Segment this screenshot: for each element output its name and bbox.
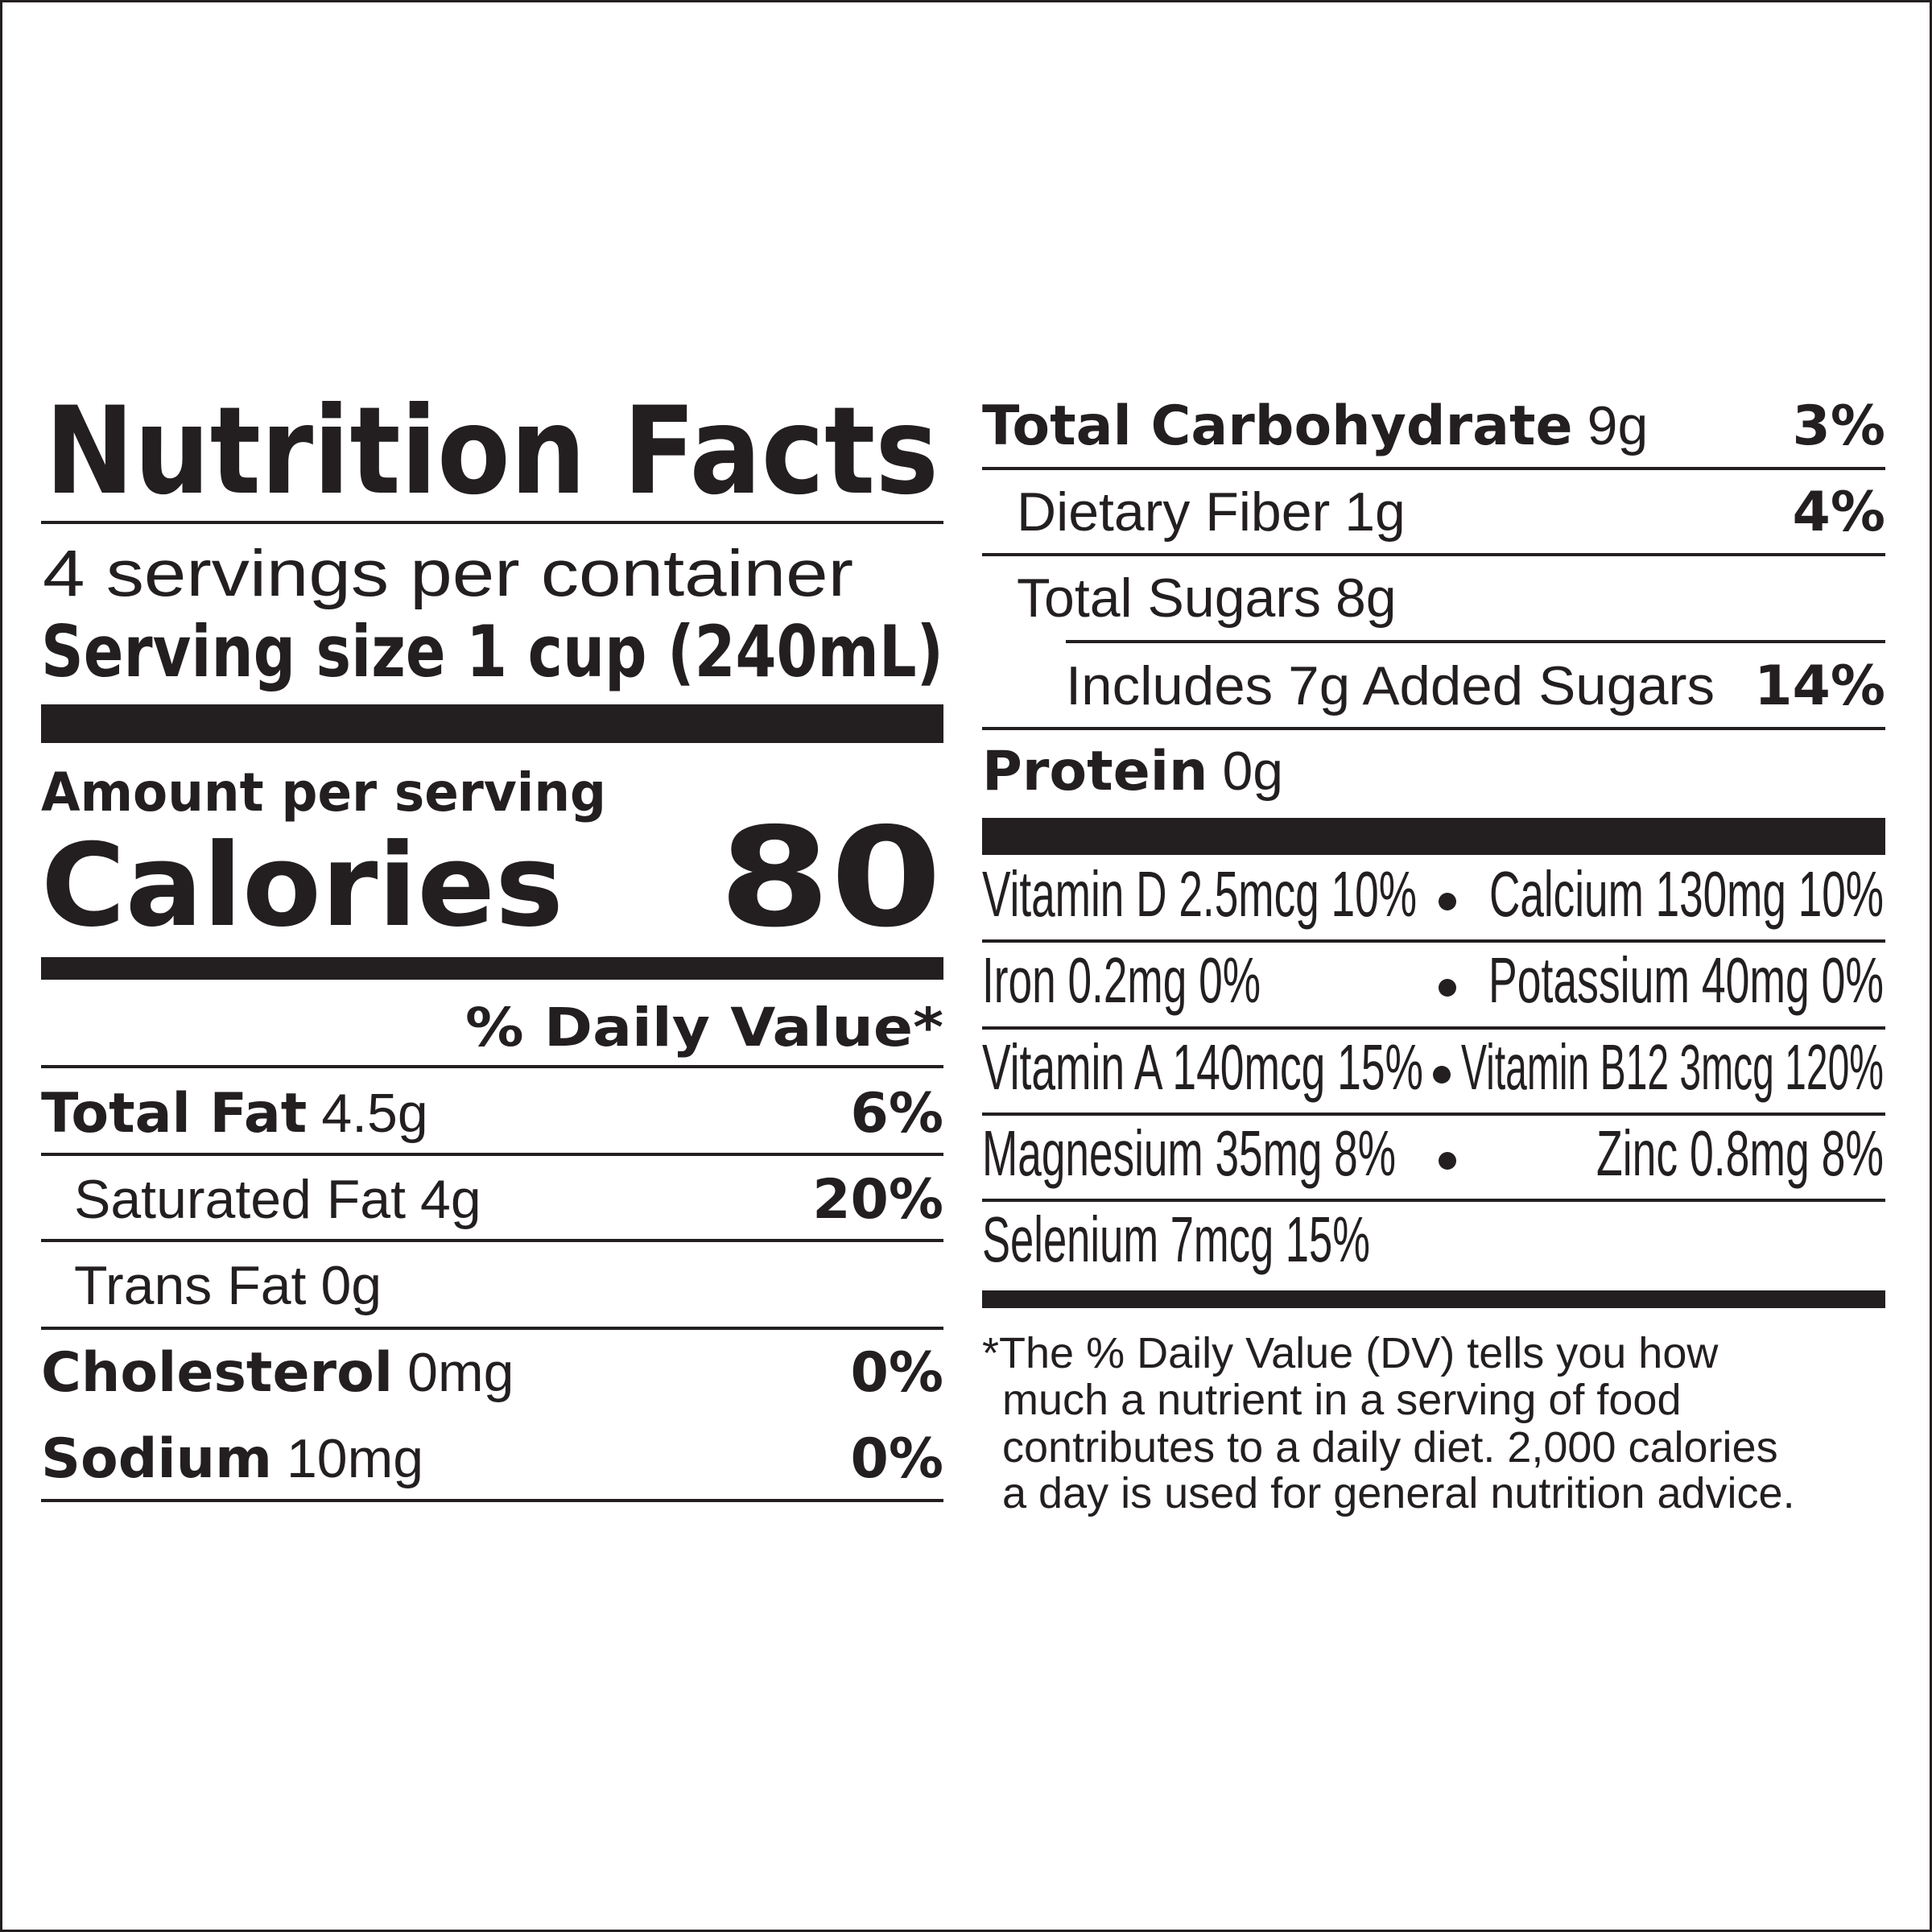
nutrient-amount: 10mg [287, 1428, 423, 1489]
bullet [1439, 979, 1456, 997]
nutrient-amount: 8g [1335, 568, 1397, 629]
nutrient-name: Total Fat [41, 1082, 307, 1146]
nutrient-row: Saturated Fat 4g [74, 1169, 481, 1230]
nutrient-name: Cholesterol [41, 1341, 393, 1405]
rule [41, 1153, 943, 1156]
nutrient-dv: 0% [851, 1427, 943, 1491]
micronutrient: Iron 0.2mg 0% [982, 944, 1261, 1016]
nutrient-row: Total Fat 4.5g [41, 1082, 428, 1146]
rule [982, 1026, 1885, 1030]
nutrient-amount: 1g [1344, 481, 1406, 543]
rule [41, 521, 943, 524]
bullet [1439, 1152, 1456, 1170]
rule [1066, 640, 1885, 643]
thick-bar [982, 818, 1885, 855]
title: Nutrition Facts [45, 382, 939, 522]
footnote-line: contributes to a daily diet. 2,000 calor… [1002, 1423, 1778, 1472]
nutrient-amount: 4.5g [321, 1083, 427, 1144]
nutrient-amount: 4g [420, 1169, 481, 1230]
nutrient-row: Cholesterol 0mg [41, 1341, 514, 1405]
nutrient-name: Sodium [41, 1427, 272, 1491]
thick-bar [982, 1290, 1885, 1308]
rule [982, 727, 1885, 730]
calories-value: 80 [719, 799, 942, 958]
nutrient-row: Trans Fat 0g [74, 1255, 382, 1316]
rule [982, 1113, 1885, 1116]
amount-per-serving: Amount per serving [41, 762, 606, 824]
nutrient-name: Total Sugars [1017, 568, 1321, 629]
nutrient-dv: 4% [1793, 481, 1885, 544]
nutrient-name: Trans Fat [74, 1255, 307, 1316]
micronutrient: Potassium 40mg 0% [1488, 944, 1884, 1016]
nutrient-row: Dietary Fiber 1g [1017, 481, 1406, 543]
nutrient-dv: 14% [1754, 654, 1885, 718]
footnote-line: much a nutrient in a serving of food [1002, 1376, 1682, 1424]
nutrient-amount: 0mg [407, 1342, 514, 1403]
micronutrient: Vitamin D 2.5mcg 10% [982, 858, 1417, 930]
calories-label: Calories [41, 819, 564, 952]
nutrient-row: Includes 7g Added Sugars [1066, 655, 1715, 716]
nutrient-dv: 3% [1793, 394, 1885, 458]
micronutrient: Calcium 130mg 10% [1489, 858, 1884, 930]
micronutrient: Vitamin B12 3mcg 120% [1461, 1031, 1884, 1103]
nutrient-row: Total Sugars 8g [1017, 568, 1397, 629]
rule [982, 553, 1885, 556]
nutrient-name: Saturated Fat [74, 1169, 406, 1230]
rule [41, 1239, 943, 1242]
rule [982, 939, 1885, 943]
nutrient-amount: 9g [1587, 395, 1649, 456]
micronutrient: Zinc 0.8mg 8% [1596, 1117, 1884, 1189]
serving-size: Serving size 1 cup (240mL) [41, 610, 943, 693]
nutrient-row: Total Carbohydrate 9g [982, 394, 1648, 458]
nutrient-name: Dietary Fiber [1017, 481, 1330, 543]
thick-bar [41, 704, 943, 743]
nutrient-name: Total Carbohydrate [982, 394, 1573, 458]
nutrient-name: Protein [982, 740, 1208, 803]
nutrient-row: Protein 0g [982, 740, 1283, 803]
rule [41, 1499, 943, 1502]
nutrient-dv: 0% [851, 1341, 943, 1405]
bullet [1433, 1066, 1451, 1084]
micronutrient: Vitamin A 140mcg 15% [982, 1031, 1423, 1103]
rule [41, 1065, 943, 1068]
rule [982, 467, 1885, 470]
daily-value-header: % Daily Value* [465, 997, 943, 1059]
medium-bar [41, 957, 943, 980]
rule [982, 1199, 1885, 1202]
nutrient-dv: 20% [812, 1168, 943, 1232]
nutrient-dv: 6% [851, 1082, 943, 1146]
micronutrient: Selenium 7mcg 15% [982, 1203, 1370, 1275]
rule [41, 1327, 943, 1330]
footnote-line: *The % Daily Value (DV) tells you how [982, 1329, 1719, 1377]
nutrient-amount: 0g [1222, 741, 1283, 802]
footnote-line: a day is used for general nutrition advi… [1002, 1469, 1795, 1517]
servings: 4 servings per container [43, 537, 853, 610]
nutrient-row: Sodium 10mg [41, 1427, 423, 1491]
nutrient-amount: 0g [320, 1255, 382, 1316]
bullet [1439, 893, 1456, 910]
micronutrient: Magnesium 35mg 8% [982, 1117, 1396, 1189]
